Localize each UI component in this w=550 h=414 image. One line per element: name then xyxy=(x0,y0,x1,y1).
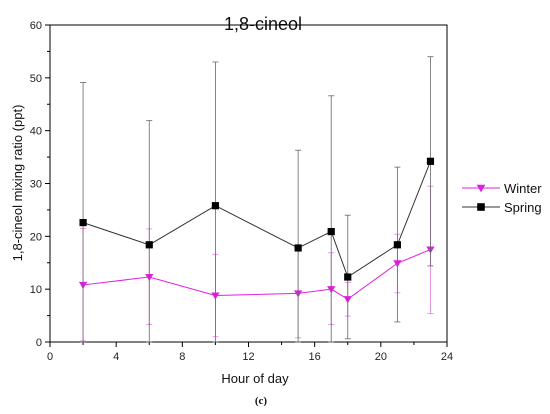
chart-title: 1,8-cineol xyxy=(224,14,302,34)
data-point-spring xyxy=(294,244,302,252)
y-tick-label: 10 xyxy=(30,284,42,296)
series-line-winter xyxy=(83,249,431,300)
legend-item-spring: Spring xyxy=(462,200,542,215)
x-tick-label: 20 xyxy=(375,351,387,363)
data-point-spring xyxy=(145,241,153,249)
x-tick-label: 4 xyxy=(113,351,119,363)
x-axis-label: Hour of day xyxy=(221,371,289,386)
x-tick-label: 8 xyxy=(179,351,185,363)
x-tick-label: 0 xyxy=(47,351,53,363)
x-tick-label: 12 xyxy=(242,351,254,363)
axis-ticks: 0 4 8 12 16 20 24 0 10 20 30 40 50 60 xyxy=(30,20,453,363)
x-tick-label: 16 xyxy=(309,351,321,363)
y-tick-label: 30 xyxy=(30,179,42,191)
figure-caption: (c) xyxy=(255,395,268,407)
series-winter xyxy=(78,185,435,342)
data-point-spring xyxy=(79,218,87,227)
legend-label: Winter xyxy=(504,181,542,196)
legend: Winter Spring xyxy=(462,181,542,215)
data-point-spring xyxy=(344,273,352,281)
data-point-spring xyxy=(211,202,220,210)
data-point-winter xyxy=(476,184,486,193)
data-point-spring xyxy=(393,241,401,249)
y-tick-label: 40 xyxy=(30,126,42,138)
y-tick-label: 20 xyxy=(30,231,42,243)
y-tick-label: 0 xyxy=(36,337,42,349)
data-point-spring xyxy=(477,203,485,211)
series-layer xyxy=(78,56,435,343)
y-tick-label: 60 xyxy=(30,20,42,32)
series-spring xyxy=(79,56,435,343)
legend-item-winter: Winter xyxy=(462,181,542,196)
y-axis-label: 1,8-cineol mixing ratio (ppt) xyxy=(10,105,25,262)
data-point-spring xyxy=(426,157,435,165)
series-line-spring xyxy=(82,161,431,278)
y-tick-label: 50 xyxy=(30,73,42,85)
data-point-spring xyxy=(327,227,335,236)
legend-label: Spring xyxy=(504,200,542,215)
x-tick-label: 24 xyxy=(441,351,453,363)
